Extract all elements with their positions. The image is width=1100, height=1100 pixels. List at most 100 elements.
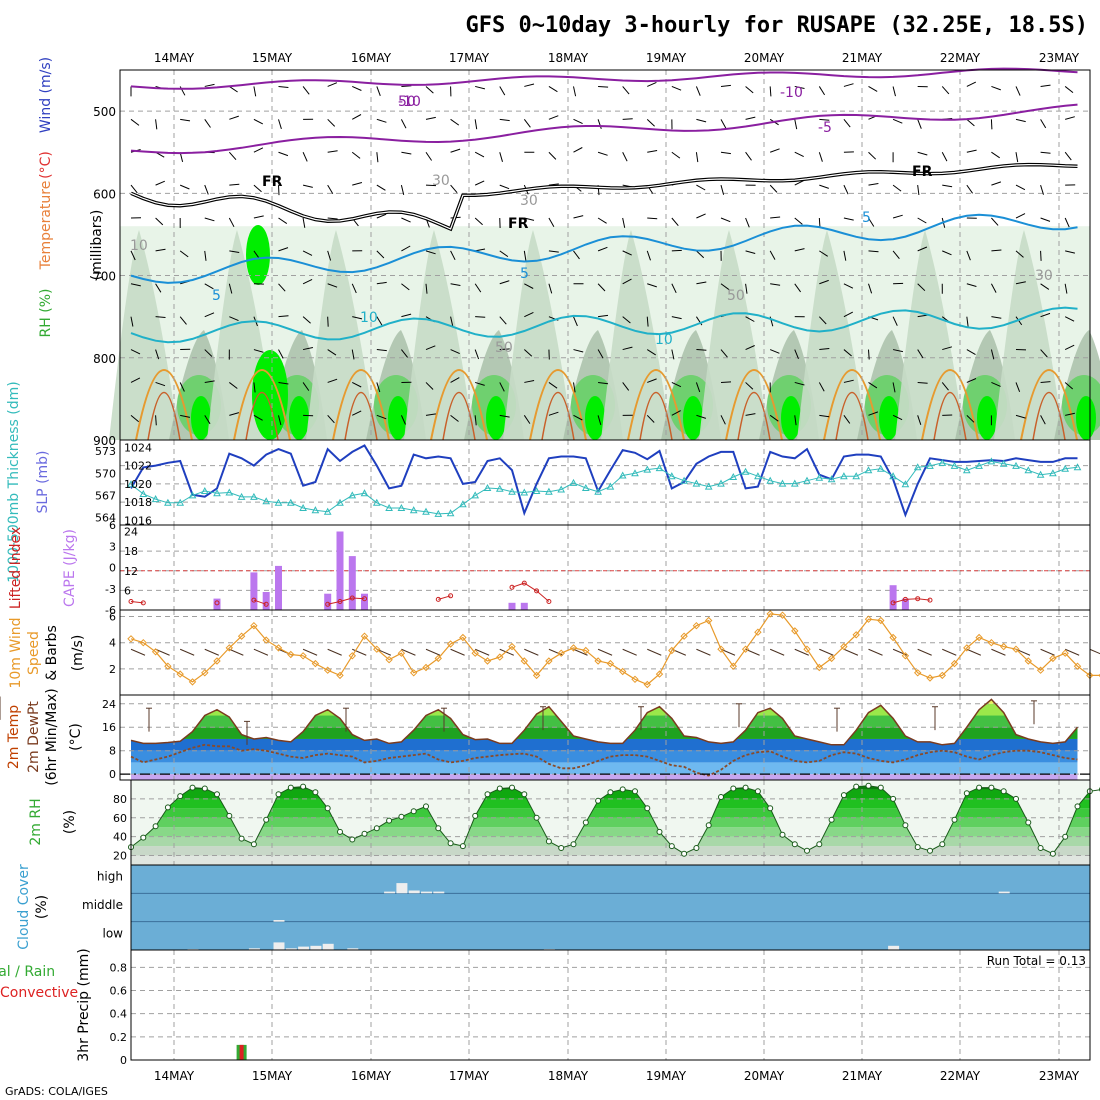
temp-ylabel-1: 2m Temp xyxy=(6,705,22,769)
wind-speed-point-58 xyxy=(840,642,848,651)
wind-barb-upper xyxy=(819,184,829,189)
wind-barb-upper xyxy=(696,281,707,285)
wind-barb-surface-6 xyxy=(204,648,219,656)
rh-point-58 xyxy=(840,792,847,799)
rh-point-4 xyxy=(177,793,184,800)
cape-bar-10 xyxy=(250,572,258,610)
lifted-index-point-7 xyxy=(214,600,220,606)
wind-barb-upper xyxy=(499,184,510,190)
wind-barb-upper xyxy=(179,250,189,258)
temp-ytick-24: 24 xyxy=(102,698,116,711)
upper-ytick-800: 800 xyxy=(93,352,116,366)
wind-speed-point-61 xyxy=(877,616,885,625)
rh-point-41 xyxy=(632,788,638,795)
thickness-point-25 xyxy=(434,509,443,517)
wind-barb-upper xyxy=(376,250,385,259)
temp-arc-inner-2 xyxy=(344,391,378,441)
wind-barb-upper xyxy=(253,382,256,393)
rh-shading-bright-9 xyxy=(1076,396,1096,440)
wind-speed-point-54 xyxy=(791,627,799,635)
wind-speed-point-64 xyxy=(913,669,922,677)
cape-ytick-24: 24 xyxy=(124,526,138,539)
wind-speed-point-52 xyxy=(766,610,774,618)
wind-barb-upper xyxy=(941,86,950,95)
contour-label-FR: FR xyxy=(508,216,529,232)
cloud-bar-high-25 xyxy=(433,891,445,894)
cape-bar-12 xyxy=(275,565,282,610)
wind-barb-upper xyxy=(1015,118,1026,123)
wind-barb-upper xyxy=(622,278,632,285)
upper-ylabel-units: (millibars) xyxy=(89,210,105,281)
wind-barb-upper xyxy=(991,85,1001,91)
temp-ylabel-units: (°C) xyxy=(68,723,84,751)
wind-barb-upper xyxy=(917,283,926,292)
thickness-point-73 xyxy=(1024,466,1033,474)
thickness-point-2 xyxy=(151,495,160,503)
date-label-top-17MAY: 17MAY xyxy=(449,51,490,65)
wind-barb-upper xyxy=(524,217,535,221)
wind-barb-upper xyxy=(155,248,166,252)
wind-barb-upper xyxy=(204,415,211,425)
wind-barb-surface-76 xyxy=(1064,648,1080,656)
wind-barb-surface-24 xyxy=(425,648,441,656)
wind-barb-upper xyxy=(376,281,387,285)
wind-barb-upper xyxy=(597,217,607,224)
rh-point-22 xyxy=(398,813,405,820)
contour-label-5: 5 xyxy=(862,210,871,226)
rh-point-40 xyxy=(619,786,626,793)
wind-barb-upper xyxy=(1064,283,1068,294)
wind-barb-upper xyxy=(794,119,798,130)
wind-barb-upper xyxy=(868,382,878,389)
wind-barb-upper xyxy=(892,316,898,326)
thickness-point-50 xyxy=(741,467,750,475)
wind-speed-point-36 xyxy=(569,644,578,652)
thickness-point-24 xyxy=(422,507,430,515)
rh-point-9 xyxy=(238,835,245,842)
wind-barb-upper xyxy=(991,151,1000,159)
wind-barb-upper xyxy=(204,184,209,195)
temp-arc-7 xyxy=(823,369,881,441)
wind-barb-upper xyxy=(1040,349,1048,358)
wind-barb-upper xyxy=(671,85,682,91)
wind-ytick-6: 6 xyxy=(109,611,116,624)
thickness-point-30 xyxy=(495,484,504,492)
thickness-point-19 xyxy=(360,489,369,497)
wind-barb-upper xyxy=(917,119,922,129)
rh-point-65 xyxy=(927,847,933,854)
wind-barb-upper xyxy=(720,349,728,358)
rh-point-44 xyxy=(668,843,675,850)
thickness-point-68 xyxy=(962,466,971,474)
rh-point-55 xyxy=(804,847,810,854)
wind-speed-point-27 xyxy=(459,633,467,642)
wind-barb-upper xyxy=(155,381,166,387)
wind-barb-upper xyxy=(130,316,134,327)
rh-point-56 xyxy=(816,841,823,848)
wind-speed-point-44 xyxy=(668,646,676,655)
wind-speed-point-21 xyxy=(385,655,393,664)
rh-point-19 xyxy=(361,830,368,837)
wind-barb-surface-22 xyxy=(401,648,416,656)
wind-barb-upper xyxy=(1064,344,1075,351)
wind-barb-upper xyxy=(229,250,240,253)
rh-point-1 xyxy=(140,834,147,841)
wind-speed-point-59 xyxy=(852,631,860,639)
thickness-point-22 xyxy=(397,503,406,511)
date-label-bottom-18MAY: 18MAY xyxy=(548,1069,589,1083)
wind-barb-upper xyxy=(327,414,335,424)
wind-barb-upper xyxy=(622,217,626,228)
wind-barb-upper xyxy=(253,414,263,421)
temp-band-1 xyxy=(131,762,1078,775)
rh-band-4 xyxy=(131,817,1090,828)
wind-speed-point-4 xyxy=(176,670,184,678)
wind-barb-upper xyxy=(966,184,974,194)
wind-barb-upper xyxy=(155,283,162,293)
wind-barb-upper xyxy=(204,217,215,222)
wind-barb-upper xyxy=(253,184,262,193)
wind-barb-surface-52 xyxy=(769,648,785,656)
wind-barb-upper xyxy=(646,349,656,356)
wind-barb-upper xyxy=(499,118,510,122)
wind-barb-upper xyxy=(991,217,999,226)
cloud-level-middle: middle xyxy=(82,898,123,912)
cape-bar-7 xyxy=(213,598,221,610)
wind-barb-upper xyxy=(475,85,486,90)
